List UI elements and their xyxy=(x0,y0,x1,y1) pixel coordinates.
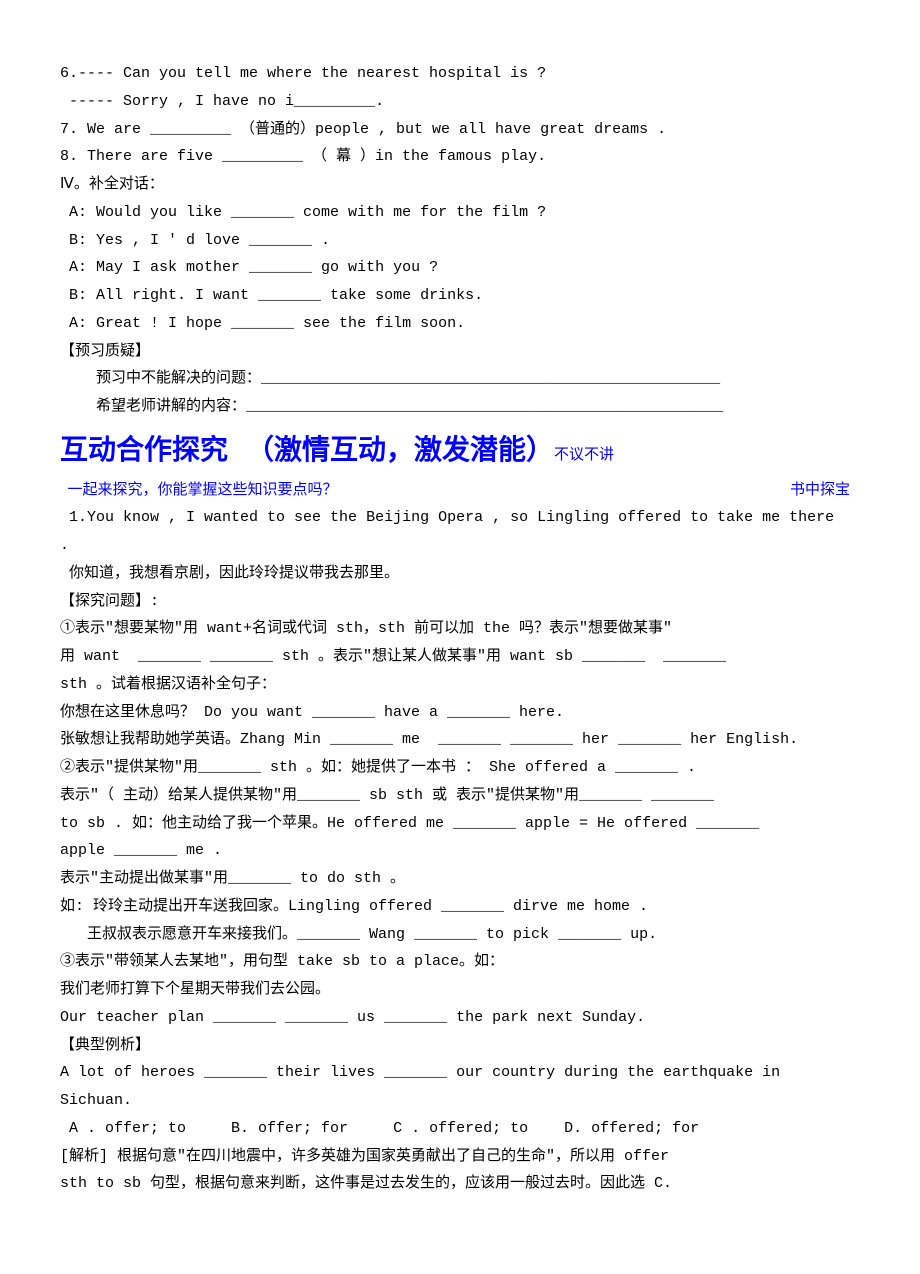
body-l10: 表示"主动提出做某事"用_______ to do sth 。 xyxy=(60,865,860,893)
preview-question-2: 希望老师讲解的内容：______________________________… xyxy=(60,393,860,421)
dialogue-a3: A: Great ! I hope _______ see the film s… xyxy=(60,310,860,338)
dialogue-b2: B: All right. I want _______ take some d… xyxy=(60,282,860,310)
point-1b: . xyxy=(60,532,860,560)
question-6a: 6.---- Can you tell me where the nearest… xyxy=(60,60,860,88)
body-l13: ③表示"带领某人去某地"，用句型 take sb to a place。如： xyxy=(60,948,860,976)
dialogue-b1: B: Yes , I ' d love _______ . xyxy=(60,227,860,255)
analysis-1: [解析] 根据句意"在四川地震中，许多英雄为国家英勇献出了自己的生命"，所以用 … xyxy=(60,1143,860,1171)
explore-title: 【探究问题】: xyxy=(60,588,860,616)
sub-heading-right: 书中探宝 xyxy=(790,477,850,505)
options: A . offer; to B. offer; for C . offered;… xyxy=(60,1115,860,1143)
example-1: A lot of heroes _______ their lives ____… xyxy=(60,1059,860,1087)
dialogue-a2: A: May I ask mother _______ go with you … xyxy=(60,254,860,282)
question-6b: ----- Sorry , I have no i_________. xyxy=(60,88,860,116)
body-l6: ②表示"提供某物"用_______ sth 。如：她提供了一本书 ： She o… xyxy=(60,754,860,782)
heading-part-a: 互动合作探究 xyxy=(60,425,228,477)
heading-small: 不议不讲 xyxy=(554,442,614,470)
section-heading: 互动合作探究 （激情互动，激发潜能） 不议不讲 xyxy=(60,425,860,477)
question-7: 7. We are _________ （普通的）people , but we… xyxy=(60,116,860,144)
preview-question-1: 预习中不能解决的问题：_____________________________… xyxy=(60,365,860,393)
body-l4: 你想在这里休息吗？ Do you want _______ have a ___… xyxy=(60,699,860,727)
point-1a: 1.You know , I wanted to see the Beijing… xyxy=(60,504,860,532)
body-l8: to sb . 如：他主动给了我一个苹果。He offered me _____… xyxy=(60,810,860,838)
dialogue-a1: A: Would you like _______ come with me f… xyxy=(60,199,860,227)
body-l3: sth 。试着根据汉语补全句子： xyxy=(60,671,860,699)
analysis-2: sth to sb 句型，根据句意来判断，这件事是过去发生的，应该用一般过去时。… xyxy=(60,1170,860,1198)
body-l1: ①表示"想要某物"用 want+名词或代词 sth，sth 前可以加 the 吗… xyxy=(60,615,860,643)
body-l12: 王叔叔表示愿意开车来接我们。_______ Wang _______ to pi… xyxy=(60,921,860,949)
example-2: Sichuan. xyxy=(60,1087,860,1115)
example-title: 【典型例析】 xyxy=(60,1032,860,1060)
body-l5: 张敏想让我帮助她学英语。Zhang Min _______ me _______… xyxy=(60,726,860,754)
point-1c: 你知道，我想看京剧，因此玲玲提议带我去那里。 xyxy=(60,560,860,588)
section-4-title: Ⅳ。补全对话： xyxy=(60,171,860,199)
question-8: 8. There are five _________ （ 幕 ）in the … xyxy=(60,143,860,171)
sub-heading-row: 一起来探究，你能掌握这些知识要点吗？ 书中探宝 xyxy=(60,477,860,505)
body-l2: 用 want _______ _______ sth 。表示"想让某人做某事"用… xyxy=(60,643,860,671)
body-l14: 我们老师打算下个星期天带我们去公园。 xyxy=(60,976,860,1004)
body-l7: 表示"（ 主动）给某人提供某物"用_______ sb sth 或 表示"提供某… xyxy=(60,782,860,810)
body-l11: 如: 玲玲主动提出开车送我回家。Lingling offered _______… xyxy=(60,893,860,921)
sub-heading-left: 一起来探究，你能掌握这些知识要点吗？ xyxy=(60,477,338,505)
body-l9: apple _______ me . xyxy=(60,837,860,865)
body-l15: Our teacher plan _______ _______ us ____… xyxy=(60,1004,860,1032)
preview-question-title: 【预习质疑】 xyxy=(60,338,860,366)
heading-part-b: （激情互动，激发潜能） xyxy=(246,425,554,477)
